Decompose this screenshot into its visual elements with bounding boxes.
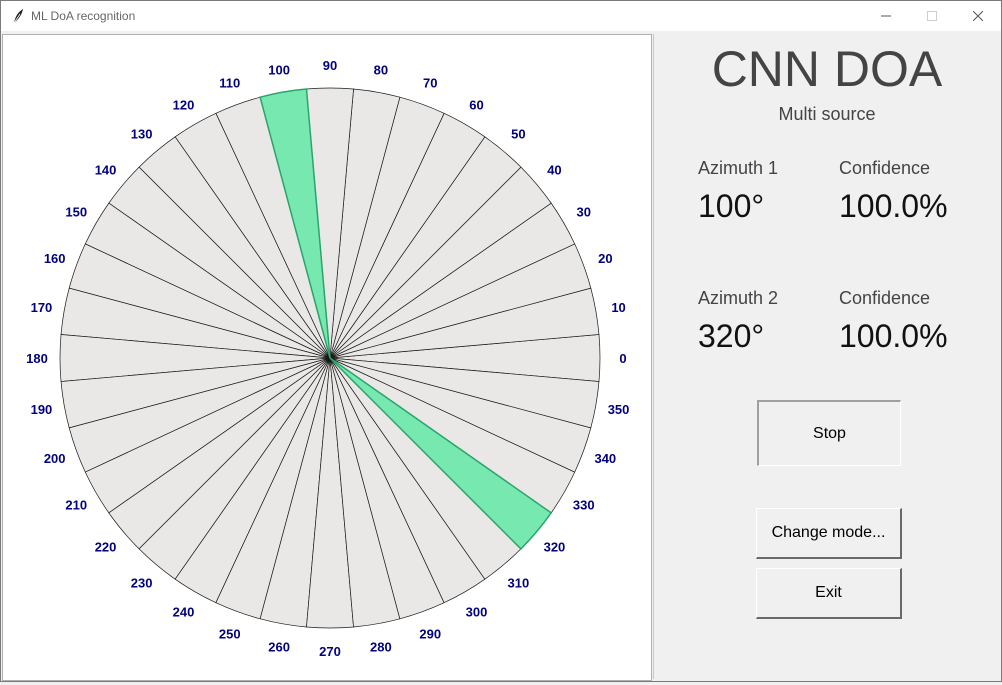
- doa-polar-canvas: 0 10 20 30 40 50 60 70 80 90 100 110 120 130 140 150 160…: [2, 34, 652, 681]
- angle-label-200: 200: [44, 451, 66, 466]
- window-title: ML DoA recognition: [31, 9, 136, 23]
- close-icon: [973, 11, 983, 21]
- active-sector-320: [329, 357, 553, 550]
- angle-label-80: 80: [374, 62, 388, 77]
- polar-angle-labels: 0 10 20 30 40 50 60 70 80 90 100 110 120 130 140 150 160…: [26, 58, 629, 659]
- angle-label-170: 170: [31, 300, 53, 315]
- active-sector-100: [259, 88, 331, 359]
- angle-label-90: 90: [323, 58, 337, 73]
- angle-label-30: 30: [577, 205, 591, 220]
- angle-label-240: 240: [173, 605, 195, 620]
- title-bar[interactable]: ML DoA recognition: [1, 1, 1001, 31]
- angle-label-120: 120: [173, 97, 195, 112]
- angle-label-0: 0: [619, 351, 626, 366]
- azimuth-2-label: Azimuth 2: [698, 288, 779, 308]
- angle-label-140: 140: [95, 163, 117, 178]
- app-heading: CNN DOA: [711, 41, 943, 97]
- polar-plot: 0 10 20 30 40 50 60 70 80 90 100 110 120 130 140 150 160…: [26, 58, 629, 659]
- angle-label-310: 310: [507, 575, 529, 590]
- minimize-button[interactable]: [863, 1, 909, 31]
- minimize-icon: [881, 15, 891, 17]
- mode-label: Multi source: [778, 104, 876, 124]
- confidence-2-label: Confidence: [839, 288, 931, 308]
- info-panel: CNN DOA Multi source Azimuth 1 Confidenc…: [653, 34, 1000, 679]
- close-button[interactable]: [955, 1, 1001, 31]
- angle-label-150: 150: [65, 205, 87, 220]
- angle-label-350: 350: [608, 402, 630, 417]
- angle-label-20: 20: [598, 251, 612, 266]
- polar-sectors: [59, 87, 601, 629]
- angle-label-260: 260: [268, 640, 290, 655]
- azimuth-1-label: Azimuth 1: [698, 158, 779, 178]
- angle-label-330: 330: [573, 498, 595, 513]
- angle-label-10: 10: [611, 300, 625, 315]
- angle-label-70: 70: [423, 76, 437, 91]
- maximize-icon: [927, 11, 937, 21]
- angle-label-130: 130: [131, 127, 153, 142]
- angle-label-280: 280: [370, 640, 392, 655]
- maximize-button[interactable]: [909, 1, 955, 31]
- angle-label-50: 50: [511, 127, 525, 142]
- angle-label-40: 40: [547, 163, 561, 178]
- angle-label-290: 290: [419, 626, 441, 641]
- angle-label-60: 60: [469, 97, 483, 112]
- angle-label-110: 110: [219, 76, 240, 91]
- angle-label-210: 210: [65, 498, 87, 513]
- angle-label-220: 220: [95, 539, 117, 554]
- angle-label-320: 320: [544, 539, 566, 554]
- confidence-1-label: Confidence: [839, 158, 931, 178]
- azimuth-1-value: 100°: [698, 188, 765, 224]
- exit-button[interactable]: Exit: [756, 568, 902, 619]
- confidence-1-value: 100.0%: [839, 188, 948, 224]
- angle-label-230: 230: [131, 575, 153, 590]
- confidence-2-value: 100.0%: [839, 318, 948, 354]
- angle-label-160: 160: [44, 251, 66, 266]
- angle-label-250: 250: [219, 626, 241, 641]
- angle-label-100: 100: [268, 62, 290, 77]
- feather-icon: [11, 8, 25, 24]
- change-mode-button[interactable]: Change mode...: [756, 508, 902, 559]
- stop-button[interactable]: Stop: [757, 400, 901, 466]
- angle-label-190: 190: [31, 402, 53, 417]
- angle-label-270: 270: [319, 644, 341, 659]
- azimuth-2-value: 320°: [698, 318, 765, 354]
- angle-label-300: 300: [466, 605, 488, 620]
- angle-label-180: 180: [26, 351, 48, 366]
- sector-350: [329, 357, 600, 429]
- angle-label-340: 340: [594, 451, 616, 466]
